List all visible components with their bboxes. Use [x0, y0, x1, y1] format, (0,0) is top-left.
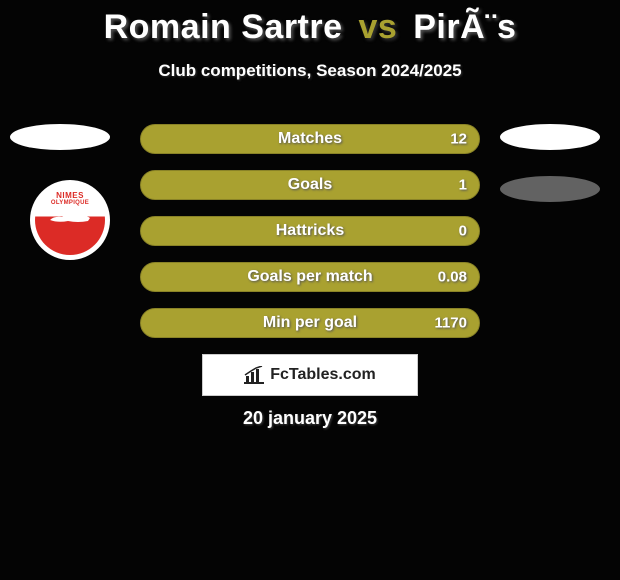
brand-box: FcTables.com: [202, 354, 418, 396]
stat-value: 0: [459, 223, 467, 240]
stat-bars: Matches12 Goals1 Hattricks0 Goals per match…: [140, 124, 480, 354]
stat-value: 1170: [434, 315, 467, 332]
stat-bar: Hattricks0: [140, 216, 480, 246]
player2-marker-ellipse-1: [500, 124, 600, 150]
vs-text: vs: [358, 8, 397, 46]
club-badge-inner: NIMES OLYMPIQUE: [35, 185, 105, 255]
stat-label: Min per goal: [141, 314, 479, 332]
stat-bar: Goals1: [140, 170, 480, 200]
player2-marker-ellipse-2: [500, 176, 600, 202]
comparison-title: Romain Sartre vs PirÃ¨s: [0, 0, 620, 47]
stat-bar: Goals per match0.08: [140, 262, 480, 292]
stat-bar: Matches12: [140, 124, 480, 154]
stat-value: 12: [450, 131, 467, 148]
stat-bar: Min per goal1170: [140, 308, 480, 338]
club-badge: NIMES OLYMPIQUE: [30, 180, 110, 260]
badge-line1: NIMES: [56, 191, 84, 200]
chart-icon: [244, 366, 264, 384]
stat-value: 0.08: [438, 269, 467, 286]
badge-line2: OLYMPIQUE: [51, 200, 89, 206]
stat-label: Goals: [141, 176, 479, 194]
subtitle: Club competitions, Season 2024/2025: [0, 61, 620, 81]
stat-label: Goals per match: [141, 268, 479, 286]
stat-value: 1: [459, 177, 467, 194]
player1-name: Romain Sartre: [104, 8, 343, 46]
stat-label: Matches: [141, 130, 479, 148]
player1-marker-ellipse: [10, 124, 110, 150]
player2-name: PirÃ¨s: [413, 8, 516, 46]
brand-text: FcTables.com: [270, 366, 376, 384]
date-text: 20 january 2025: [0, 408, 620, 429]
stat-label: Hattricks: [141, 222, 479, 240]
crocodile-icon: [48, 212, 92, 224]
